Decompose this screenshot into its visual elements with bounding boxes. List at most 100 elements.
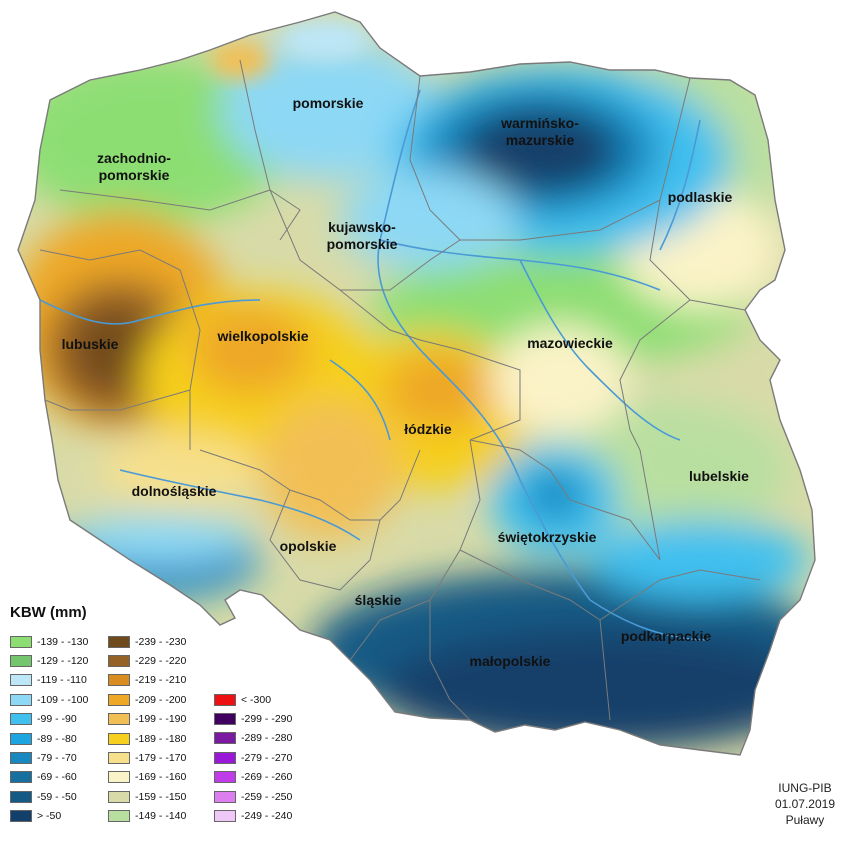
legend-swatch — [214, 732, 236, 745]
region-label: opolskie — [280, 538, 337, 554]
legend-item: -99 - -90 — [10, 710, 88, 729]
legend-item: > -50 — [10, 807, 88, 826]
legend-label: > -50 — [37, 810, 62, 823]
legend-item: < -300 — [214, 690, 292, 709]
legend-item: -159 - -150 — [108, 787, 186, 806]
legend-label: -199 - -190 — [135, 713, 187, 726]
credits-institute: IUNG-PIB — [778, 781, 832, 795]
legend-label: -189 - -180 — [135, 732, 187, 745]
legend-label: -259 - -250 — [241, 790, 293, 803]
legend-label: -279 - -270 — [241, 751, 293, 764]
legend-label: < -300 — [241, 693, 272, 706]
legend-swatch — [10, 655, 32, 668]
region-label: pomorskie — [293, 95, 364, 111]
region-label: łódzkie — [404, 421, 452, 437]
legend-title: KBW (mm) — [10, 604, 87, 621]
legend-label: -229 - -220 — [135, 655, 187, 668]
legend-label: -79 - -70 — [37, 752, 77, 765]
legend-swatch — [108, 713, 130, 726]
legend-label: -89 - -80 — [37, 732, 77, 745]
legend-column: -239 - -230 -229 - -220 -219 - -210 -209 - … — [108, 632, 186, 826]
legend-item: -89 - -80 — [10, 729, 88, 748]
legend-label: -69 - -60 — [37, 771, 77, 784]
rivers — [39, 89, 711, 641]
legend-swatch — [214, 771, 236, 784]
legend-item: -69 - -60 — [10, 768, 88, 787]
legend-item: -209 - -200 — [108, 690, 186, 709]
legend-item: -259 - -250 — [214, 787, 292, 806]
legend-label: -209 - -200 — [135, 693, 187, 706]
legend-label: -119 - -110 — [37, 674, 87, 687]
legend-column: < -300 -299 - -290 -289 - -280 -279 - -270 -… — [214, 690, 292, 826]
legend-swatch — [10, 732, 32, 745]
legend-label: -139 - -130 — [37, 635, 89, 648]
legend-column: -139 - -130 -129 - -120 -119 - -110 -109 - … — [10, 632, 88, 826]
legend-swatch — [108, 771, 130, 784]
legend-swatch — [108, 752, 130, 765]
legend-item: -249 - -240 — [214, 806, 292, 825]
region-label: warmińsko-mazurskie — [500, 115, 579, 148]
credits-date: 01.07.2019 — [774, 797, 835, 811]
legend-swatch — [214, 693, 236, 706]
legend: KBW (mm) -139 - -130 -129 - -120 -119 - -1… — [8, 604, 328, 840]
region-label: lubuskie — [62, 336, 119, 352]
legend-item: -219 - -210 — [108, 671, 186, 690]
legend-item: -119 - -110 — [10, 671, 88, 690]
region-label: kujawsko-pomorskie — [327, 219, 398, 252]
legend-label: -59 - -50 — [37, 790, 77, 803]
credits: IUNG-PIB 01.07.2019 Puławy — [775, 780, 835, 828]
legend-label: -299 - -290 — [241, 713, 293, 726]
legend-swatch — [108, 732, 130, 745]
legend-swatch — [10, 693, 32, 706]
region-label: dolnośląskie — [132, 483, 217, 499]
legend-item: -109 - -100 — [10, 690, 88, 709]
legend-label: -169 - -160 — [135, 771, 187, 784]
legend-label: -249 - -240 — [241, 810, 293, 823]
legend-swatch — [10, 674, 32, 687]
region-label: lubelskie — [689, 468, 749, 484]
legend-item: -189 - -180 — [108, 729, 186, 748]
legend-item: -139 - -130 — [10, 632, 88, 651]
legend-item: -289 - -280 — [214, 729, 292, 748]
region-label: śląskie — [355, 592, 402, 608]
legend-label: -149 - -140 — [135, 810, 187, 823]
legend-label: -129 - -120 — [37, 655, 89, 668]
legend-swatch — [108, 790, 130, 803]
legend-item: -239 - -230 — [108, 632, 186, 651]
legend-swatch — [10, 790, 32, 803]
legend-item: -299 - -290 — [214, 709, 292, 728]
region-label: zachodnio-pomorskie — [97, 150, 171, 183]
legend-swatch — [108, 810, 130, 823]
legend-item: -179 - -170 — [108, 748, 186, 767]
legend-swatch — [10, 713, 32, 726]
legend-item: -229 - -220 — [108, 651, 186, 670]
credits-place: Puławy — [785, 813, 825, 827]
region-label: małopolskie — [470, 653, 551, 669]
legend-swatch — [10, 771, 32, 784]
legend-label: -289 - -280 — [241, 732, 293, 745]
region-label: świętokrzyskie — [498, 529, 597, 545]
legend-item: -169 - -160 — [108, 768, 186, 787]
voivodeship-borders — [17, 11, 816, 756]
region-label: podkarpackie — [621, 628, 711, 644]
legend-swatch — [10, 752, 32, 765]
legend-label: -269 - -260 — [241, 771, 293, 784]
legend-label: -99 - -90 — [37, 713, 77, 726]
legend-swatch — [108, 693, 130, 706]
legend-item: -79 - -70 — [10, 748, 88, 767]
legend-label: -159 - -150 — [135, 790, 187, 803]
legend-item: -279 - -270 — [214, 748, 292, 767]
legend-swatch — [108, 635, 130, 648]
legend-label: -109 - -100 — [37, 693, 89, 706]
legend-label: -219 - -210 — [135, 674, 187, 687]
legend-item: -59 - -50 — [10, 787, 88, 806]
legend-item: -199 - -190 — [108, 710, 186, 729]
legend-swatch — [10, 810, 32, 823]
region-label: mazowieckie — [527, 335, 613, 351]
region-label: podlaskie — [668, 189, 733, 205]
legend-swatch — [10, 635, 32, 648]
legend-swatch — [108, 655, 130, 668]
legend-item: -269 - -260 — [214, 768, 292, 787]
